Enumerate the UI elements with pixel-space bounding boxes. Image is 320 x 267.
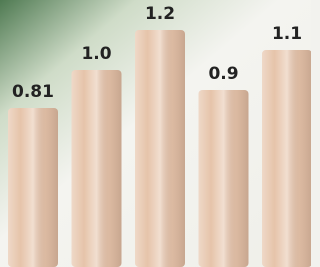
bar-shine xyxy=(262,50,311,267)
page: 0.811.01.20.91.1 (() => { const data = J… xyxy=(0,0,320,267)
bar-shine xyxy=(135,30,185,267)
bar-shine xyxy=(199,90,249,267)
value-label: 1.1 xyxy=(272,24,302,44)
value-label: 0.81 xyxy=(12,82,54,102)
value-label: 0.9 xyxy=(208,64,238,84)
bar-shine xyxy=(72,70,122,267)
value-label: 1.0 xyxy=(81,44,111,64)
chart: 0.81 1.0 1.2 0.9 1.1 xyxy=(0,0,311,267)
bar-shine xyxy=(8,108,58,267)
value-label: 1.2 xyxy=(145,4,175,24)
